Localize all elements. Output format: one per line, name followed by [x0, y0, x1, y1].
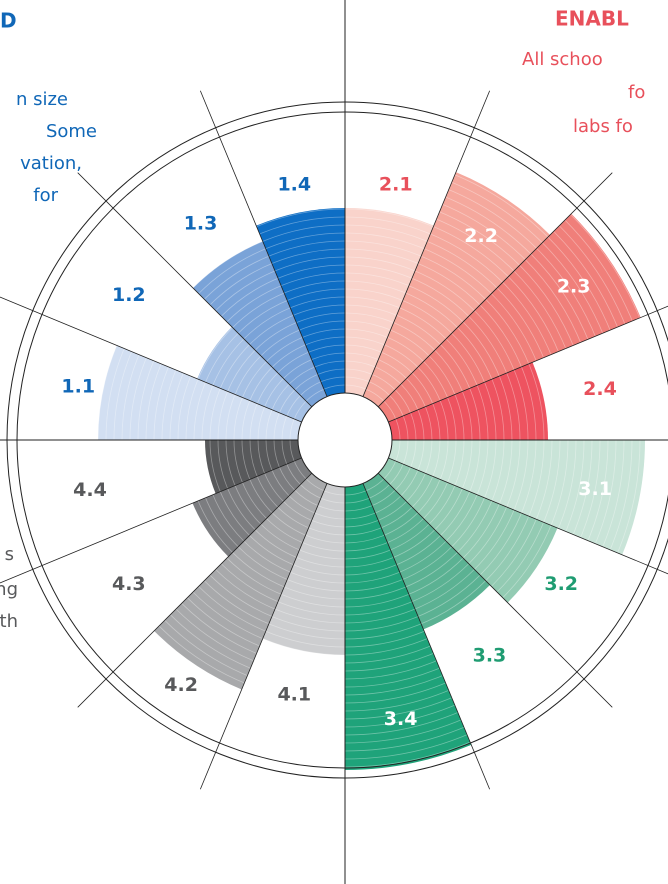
spoke — [362, 483, 491, 790]
bar — [262, 440, 345, 655]
segment-label: 2.1 — [379, 173, 413, 195]
segment-label: 3.3 — [473, 645, 507, 667]
side-text: fo — [628, 82, 645, 103]
hub — [297, 392, 393, 488]
bar — [192, 440, 345, 557]
bar — [345, 362, 548, 440]
spoke — [377, 172, 613, 408]
outer-ring — [16, 111, 668, 769]
segment-label: 2.3 — [557, 276, 591, 298]
segment-label: 3.2 — [544, 573, 578, 595]
spoke — [362, 90, 491, 397]
bar — [345, 440, 558, 603]
segment-label: 3.4 — [384, 708, 418, 730]
bar — [256, 208, 345, 440]
segment-label: 3.1 — [578, 478, 612, 500]
side-text: ng — [0, 579, 18, 600]
spoke — [0, 457, 302, 584]
segment-label: 1.2 — [112, 284, 146, 306]
bar — [154, 440, 345, 690]
spoke — [199, 90, 328, 397]
bar — [345, 172, 551, 440]
side-text: for — [33, 185, 58, 206]
segment-label: 4.3 — [112, 573, 146, 595]
side-text: Some — [46, 121, 97, 142]
side-text: n size — [16, 89, 68, 110]
spoke — [0, 296, 302, 423]
bar — [345, 440, 472, 770]
bar — [345, 440, 490, 630]
side-text: labs fo — [573, 116, 633, 137]
spoke — [377, 472, 613, 708]
side-text: D — [0, 9, 17, 33]
segment-label: 1.4 — [277, 173, 311, 195]
spoke — [77, 172, 313, 408]
side-text: th — [0, 611, 18, 632]
spoke — [388, 305, 668, 423]
side-text: vation, — [20, 153, 82, 174]
bar — [192, 241, 345, 440]
spoke — [199, 483, 328, 790]
bar — [345, 213, 641, 440]
bar — [345, 440, 645, 555]
side-text: ENABL — [555, 7, 629, 31]
bar — [98, 345, 345, 440]
segment-label: 4.4 — [73, 479, 107, 501]
spoke — [77, 472, 313, 708]
spoke — [388, 457, 668, 575]
segment-label: 1.3 — [184, 212, 218, 234]
segment-label: 4.1 — [277, 684, 311, 706]
segment-label: 1.1 — [61, 375, 95, 397]
bar — [345, 208, 434, 440]
segment-label: 2.4 — [583, 378, 617, 400]
segment-label: 2.2 — [464, 225, 498, 247]
outer-ring — [6, 101, 668, 779]
segment-label: 4.2 — [164, 674, 198, 696]
side-text: All schoo — [522, 49, 603, 70]
side-text: s — [5, 544, 14, 565]
